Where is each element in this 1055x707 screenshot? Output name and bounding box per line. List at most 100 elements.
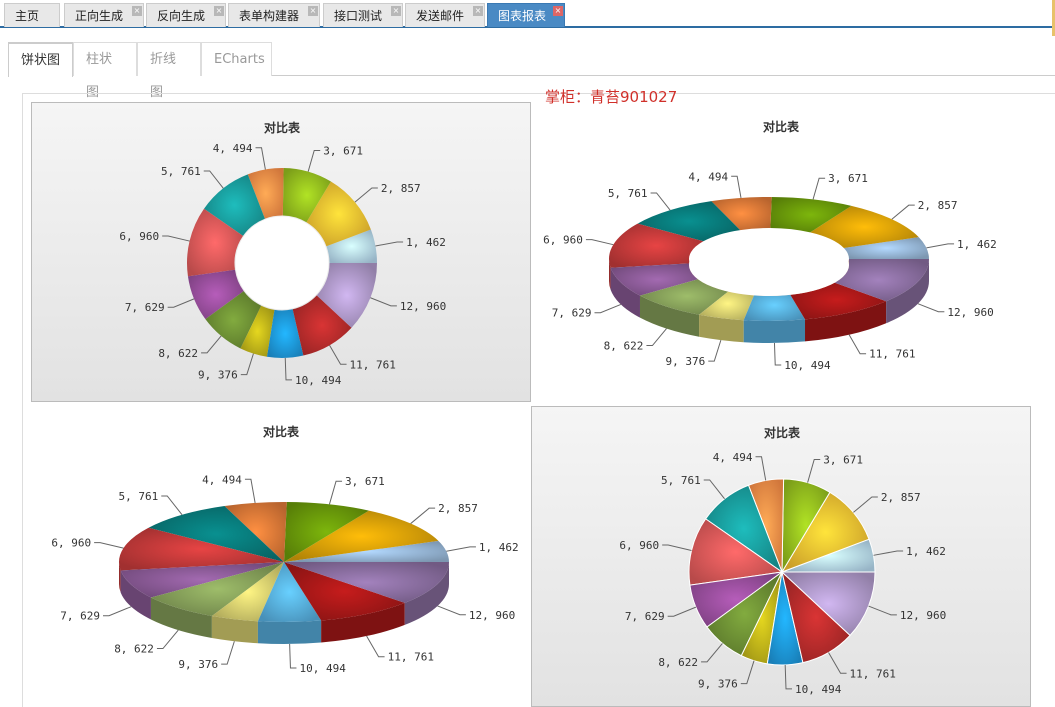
pie-slice-1[interactable] — [326, 229, 377, 263]
pie-slice-4[interactable] — [711, 197, 772, 231]
slice-labels: 1, 462 2, 857 3, 671 4, 494 5, 761 6, 960 7, 6… — [543, 170, 997, 372]
slice-label-8: 8, 622 — [158, 347, 198, 360]
pie-slice-9[interactable] — [211, 562, 284, 622]
pie-slice-6[interactable] — [688, 518, 784, 586]
pie-chart-donut-tilted: 对比表 1, 462 2, 857 3, 671 4, 494 5, 761 6, 960 7… — [531, 102, 1031, 402]
donut-hole — [689, 234, 849, 296]
pie-slice-4[interactable] — [247, 168, 284, 219]
leader-line-1 — [375, 241, 404, 247]
pie-slice-5[interactable] — [637, 201, 741, 242]
pie-slice-5[interactable] — [204, 174, 265, 236]
pie-slice-8[interactable] — [639, 277, 735, 315]
slice-label-11: 11, 761 — [869, 348, 915, 361]
leader-line-6 — [162, 235, 190, 242]
slice-label-2: 2, 857 — [918, 199, 958, 212]
close-icon[interactable]: × — [391, 6, 401, 16]
slice-label-6: 6, 960 — [619, 539, 659, 552]
tab-send-email[interactable]: 发送邮件 × — [405, 3, 485, 27]
leader-line-4 — [244, 478, 256, 504]
slice-label-9: 9, 376 — [698, 678, 738, 691]
pie-slice-3[interactable] — [770, 197, 852, 233]
pie-slice-5[interactable] — [148, 506, 284, 562]
slice-label-2: 2, 857 — [438, 502, 478, 515]
leader-line-12 — [437, 605, 466, 616]
slice-label-12: 12, 960 — [469, 609, 515, 622]
slice-side-6 — [609, 259, 611, 290]
pie-slice-8[interactable] — [205, 291, 262, 349]
pie-slice-2[interactable] — [284, 510, 439, 562]
slice-side-12 — [404, 562, 449, 625]
pie-chart-svg: 对比表 1, 462 2, 857 3, 671 4, 494 5, 761 6, 960 7… — [51, 424, 519, 675]
pie-slice-4[interactable] — [224, 502, 287, 562]
leader-line-3 — [307, 150, 321, 172]
tab-line-chart[interactable]: 折线图 — [137, 42, 201, 100]
slice-label-1: 1, 462 — [479, 541, 519, 554]
pie-slice-11[interactable] — [284, 562, 405, 621]
slice-label-6: 6, 960 — [51, 537, 91, 550]
chart-title: 对比表 — [763, 119, 800, 134]
leader-line-5 — [650, 192, 671, 211]
pie-slice-6[interactable] — [186, 208, 244, 277]
pie-slice-10[interactable] — [743, 289, 806, 321]
leader-line-1 — [926, 243, 955, 249]
pie-slice-3[interactable] — [284, 502, 369, 562]
leader-line-11 — [366, 635, 385, 658]
slice-label-10: 10, 494 — [295, 374, 342, 387]
pie-slice-12[interactable] — [316, 263, 377, 328]
slice-labels: 1, 462 2, 857 3, 671 4, 494 5, 761 6, 960 7, 6… — [619, 451, 946, 696]
pie-slice-6[interactable] — [609, 223, 704, 268]
pie-slice-2[interactable] — [810, 205, 919, 249]
tab-reverse-generate[interactable]: 反向生成 × — [146, 3, 226, 27]
leader-line-4 — [755, 456, 767, 481]
slice-label-9: 9, 376 — [198, 369, 238, 382]
leader-line-8 — [646, 328, 667, 347]
pie-slice-12[interactable] — [284, 562, 449, 603]
tab-label: 表单构建器 — [239, 9, 300, 23]
slice-label-10: 10, 494 — [795, 683, 842, 696]
tab-forward-generate[interactable]: 正向生成 × — [64, 3, 144, 27]
close-icon[interactable]: × — [553, 6, 563, 16]
pie-slice-9[interactable] — [699, 286, 757, 321]
slice-side-10 — [257, 620, 322, 644]
pie-chart-svg: 对比表 1, 462 2, 857 3, 671 4, 494 5, 761 6, 960 7… — [543, 119, 997, 372]
close-icon[interactable]: × — [473, 6, 483, 16]
tab-form-builder[interactable]: 表单构建器 × — [228, 3, 320, 27]
slice-label-11: 11, 761 — [350, 358, 396, 371]
pie-slice-3[interactable] — [282, 168, 331, 223]
tab-home[interactable]: 主页 — [4, 3, 60, 27]
pie-slice-12[interactable] — [827, 259, 929, 302]
pie-slice-8[interactable] — [150, 562, 284, 616]
tab-bar-chart[interactable]: 柱状图 — [73, 42, 137, 100]
close-icon[interactable]: × — [308, 6, 318, 16]
pie-slice-7[interactable] — [120, 562, 284, 598]
pie-slice-1[interactable] — [284, 540, 449, 562]
tab-chart-report[interactable]: 图表报表 × — [487, 3, 565, 27]
tab-echarts[interactable]: ECharts — [201, 42, 272, 76]
pie-slice-10[interactable] — [266, 309, 304, 358]
pie-slice-11[interactable] — [292, 295, 352, 356]
close-icon[interactable]: × — [132, 6, 142, 16]
tab-api-test[interactable]: 接口测试 × — [323, 3, 403, 27]
slice-label-8: 8, 622 — [114, 643, 154, 656]
leader-line-11 — [828, 652, 847, 674]
pie-slices — [186, 168, 377, 358]
leader-line-2 — [853, 496, 878, 513]
pie-slice-7[interactable] — [610, 263, 705, 296]
slice-side-7 — [610, 267, 640, 318]
tab-label: 正向生成 — [75, 9, 124, 23]
pie-slice-1[interactable] — [843, 237, 929, 259]
slice-label-1: 1, 462 — [406, 236, 446, 249]
tab-pie-chart[interactable]: 饼状图 — [8, 42, 73, 77]
leader-line-9 — [221, 641, 235, 665]
close-icon[interactable]: × — [214, 6, 224, 16]
slice-label-1: 1, 462 — [906, 545, 946, 558]
pie-slice-9[interactable] — [240, 305, 275, 357]
slice-label-12: 12, 960 — [900, 609, 946, 622]
pie-slice-6[interactable] — [118, 527, 284, 571]
chart-type-tabs: 饼状图 柱状图 折线图 ECharts — [8, 42, 1055, 100]
leader-line-9 — [708, 339, 722, 362]
pie-slice-7[interactable] — [187, 269, 244, 320]
pie-slice-10[interactable] — [257, 562, 322, 622]
pie-slice-12[interactable] — [780, 571, 876, 637]
pie-slice-2[interactable] — [306, 181, 371, 247]
